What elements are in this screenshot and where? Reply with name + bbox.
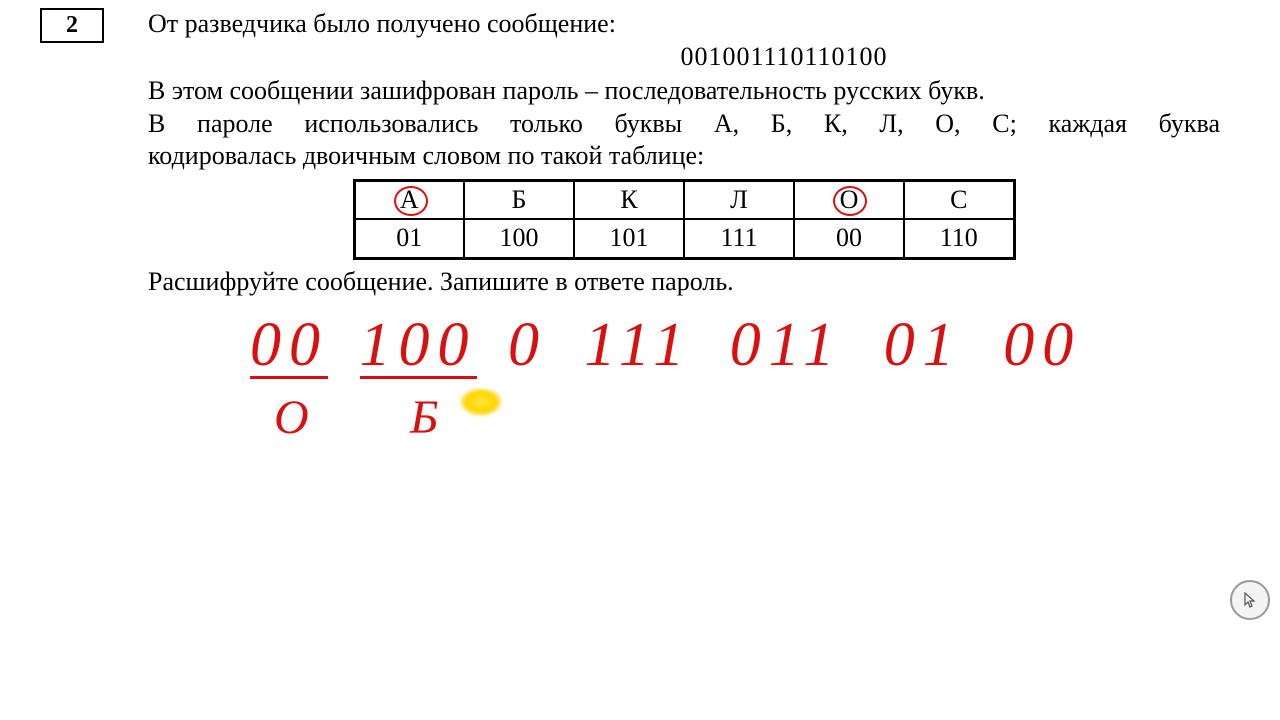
code-cell-0: 01	[354, 219, 464, 258]
arrow-cursor-svg	[1242, 592, 1258, 608]
text-line-1: От разведчика было получено сообщение:	[148, 8, 1220, 41]
text-line-6: Расшифруйте сообщение. Запишите в ответе…	[148, 266, 1220, 299]
handwritten-digits: 00 100 0 111 011 01 00	[250, 310, 1070, 381]
header-cell-3: Л	[684, 180, 794, 219]
header-cell-0: А	[354, 180, 464, 219]
cursor-pointer-icon	[1230, 580, 1270, 620]
text-line-3: В этом сообщении зашифрован пароль – пос…	[148, 75, 1220, 108]
hw-underline-0	[250, 376, 328, 379]
hw-text-4: 011	[730, 311, 842, 379]
hw-group-2: 0	[508, 310, 547, 381]
hw-text-5: 01	[884, 311, 962, 379]
hw-text-6: 00	[1003, 311, 1081, 379]
table-header-row: А Б К Л О С	[354, 180, 1014, 219]
text-line-4b: кодировалась двоичным словом по такой та…	[148, 140, 1220, 173]
table-code-row: 01 100 101 111 00 110	[354, 219, 1014, 258]
hw-text-2: 0	[508, 311, 547, 379]
header-0-text: А	[400, 184, 419, 217]
hw-group-5: 01	[884, 310, 962, 381]
text-line-4a: В пароле использовались только буквы А, …	[148, 108, 1220, 141]
hw-group-6: 00	[1003, 310, 1081, 381]
problem-content: От разведчика было получено сообщение: 0…	[148, 8, 1220, 298]
binary-message: 001001110110100	[348, 41, 1220, 74]
highlight-marker	[460, 388, 502, 416]
code-table-container: А Б К Л О С 01 100 101 111 00 110	[148, 179, 1220, 260]
header-cell-2: К	[574, 180, 684, 219]
hw-letter-1: Б	[410, 390, 438, 445]
hw-text-3: 111	[585, 311, 693, 379]
header-cell-4: О	[794, 180, 904, 219]
hw-group-4: 011	[730, 310, 842, 381]
code-cell-2: 101	[574, 219, 684, 258]
header-4-text: О	[840, 184, 859, 217]
header-cell-5: С	[904, 180, 1014, 219]
code-cell-1: 100	[464, 219, 574, 258]
hw-group-3: 111	[585, 310, 693, 381]
header-cell-1: Б	[464, 180, 574, 219]
code-cell-3: 111	[684, 219, 794, 258]
hw-text-0: 00	[250, 311, 328, 379]
code-table: А Б К Л О С 01 100 101 111 00 110	[353, 179, 1016, 260]
hw-letter-0: О	[274, 390, 309, 445]
handwriting-area: 00 100 0 111 011 01 00 О Б	[250, 310, 1070, 510]
code-cell-4: 00	[794, 219, 904, 258]
problem-number-box: 2	[40, 8, 104, 43]
problem-number: 2	[66, 12, 78, 38]
hw-text-1: 100	[360, 311, 477, 379]
hw-underline-1	[360, 376, 477, 379]
hw-group-1: 100	[360, 310, 477, 381]
code-cell-5: 110	[904, 219, 1014, 258]
hw-group-0: 00	[250, 310, 328, 381]
